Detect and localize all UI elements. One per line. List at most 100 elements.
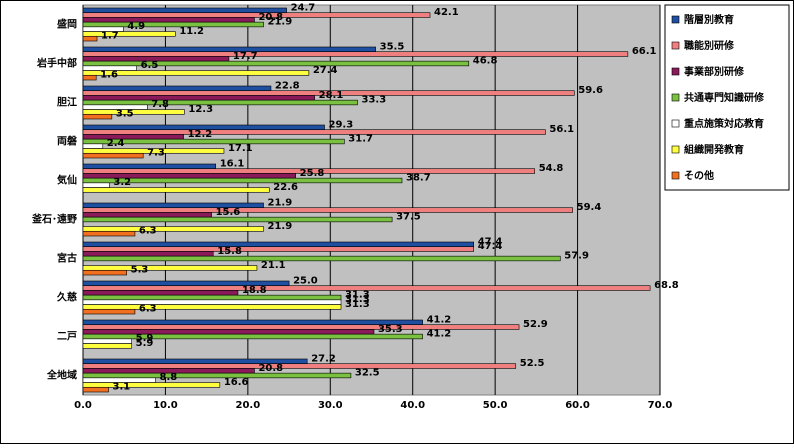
value-label: 22.8: [275, 80, 300, 91]
value-label: 4.9: [127, 21, 145, 32]
bar: [82, 285, 651, 291]
value-label: 31.3: [345, 294, 370, 305]
bar: [82, 308, 136, 315]
value-label: 66.1: [632, 46, 657, 57]
bar: [82, 382, 221, 388]
bar: [82, 319, 423, 326]
value-label: 27.4: [313, 65, 338, 76]
bar: [82, 35, 98, 42]
value-label: 22.6: [273, 182, 298, 193]
bar: [82, 138, 345, 145]
value-label: 47.4: [478, 236, 503, 247]
x-tick-label: 20.0: [236, 400, 261, 411]
legend-label: 組織開発教育: [684, 143, 744, 156]
bar: [82, 216, 393, 223]
bar: [82, 226, 264, 232]
value-label: 46.8: [473, 56, 498, 67]
bar: [82, 246, 475, 252]
bar: [82, 372, 352, 379]
legend: [664, 4, 790, 191]
value-label: 31.3: [345, 299, 370, 310]
value-label: 25.8: [300, 168, 325, 179]
bar: [82, 17, 255, 23]
bar: [82, 148, 225, 154]
value-label: 52.5: [520, 358, 545, 369]
bar: [82, 343, 132, 349]
bar: [82, 12, 431, 18]
value-label: 8.8: [160, 372, 178, 383]
bar: [82, 85, 272, 92]
legend-label: 階層別教育: [684, 13, 734, 26]
value-label: 3.5: [116, 109, 134, 120]
bar: [82, 163, 217, 170]
bar: [82, 241, 475, 248]
bar: [82, 168, 536, 174]
legend-swatch: [671, 15, 680, 24]
value-label: 38.7: [406, 173, 431, 184]
bar: [82, 299, 342, 305]
value-label: 29.3: [329, 119, 354, 130]
bar: [82, 255, 561, 262]
value-label: 17.7: [233, 51, 258, 62]
value-label: 21.1: [261, 260, 286, 271]
y-tick-label: 両磐: [57, 135, 77, 148]
value-label: 47.4: [478, 241, 503, 252]
value-label: 6.5: [141, 60, 159, 71]
value-label: 68.8: [654, 280, 679, 291]
x-tick-label: 50.0: [483, 400, 508, 411]
bar: [82, 60, 470, 67]
bar: [82, 230, 136, 237]
y-tick-label: 胆江: [57, 96, 77, 109]
bar: [82, 177, 403, 184]
legend-swatch: [671, 41, 680, 50]
bar: [82, 152, 144, 159]
value-label: 7.3: [147, 148, 165, 159]
x-tick-label: 10.0: [153, 400, 178, 411]
bar: [82, 265, 258, 271]
value-label: 57.9: [564, 251, 589, 262]
legend-label: その他: [684, 169, 714, 182]
bar: [82, 21, 264, 28]
bar: [82, 7, 287, 14]
legend-swatch: [671, 67, 680, 76]
bar: [82, 290, 239, 296]
value-label: 15.6: [216, 207, 241, 218]
bar: [82, 31, 176, 37]
y-tick-label: 全地域: [46, 369, 77, 382]
value-label: 41.2: [427, 329, 452, 340]
value-label: 56.1: [549, 124, 574, 135]
value-label: 3.2: [113, 177, 131, 188]
bar: [82, 99, 358, 106]
value-label: 54.8: [539, 163, 564, 174]
y-tick-label: 久慈: [56, 291, 77, 304]
value-label: 16.6: [224, 377, 249, 388]
value-label: 41.2: [427, 314, 452, 325]
value-label: 32.5: [355, 368, 380, 379]
value-label: 35.5: [380, 41, 405, 52]
value-label: 18.8: [242, 285, 267, 296]
y-tick-label: 釜石･遠野: [31, 213, 77, 226]
value-label: 33.3: [361, 95, 386, 106]
value-label: 35.3: [378, 324, 403, 335]
bar: [82, 304, 342, 310]
value-label: 17.1: [228, 143, 253, 154]
bar: [82, 95, 315, 101]
legend-swatch: [671, 119, 680, 128]
bar: [82, 386, 109, 393]
value-label: 6.3: [139, 304, 157, 315]
bar: [82, 90, 575, 96]
bar: [82, 74, 97, 81]
value-label: 21.9: [268, 197, 293, 208]
bar: [82, 363, 517, 369]
legend-swatch: [671, 93, 680, 102]
y-tick-label: 二戸: [57, 331, 77, 343]
bar: [82, 129, 546, 135]
value-label: 2.4: [107, 138, 125, 149]
y-tick-label: 宮古: [57, 252, 77, 265]
value-label: 3.1: [113, 382, 131, 393]
value-label: 52.9: [523, 319, 548, 330]
value-label: 7.8: [151, 99, 169, 110]
bar: [82, 182, 110, 188]
bar: [82, 324, 520, 330]
